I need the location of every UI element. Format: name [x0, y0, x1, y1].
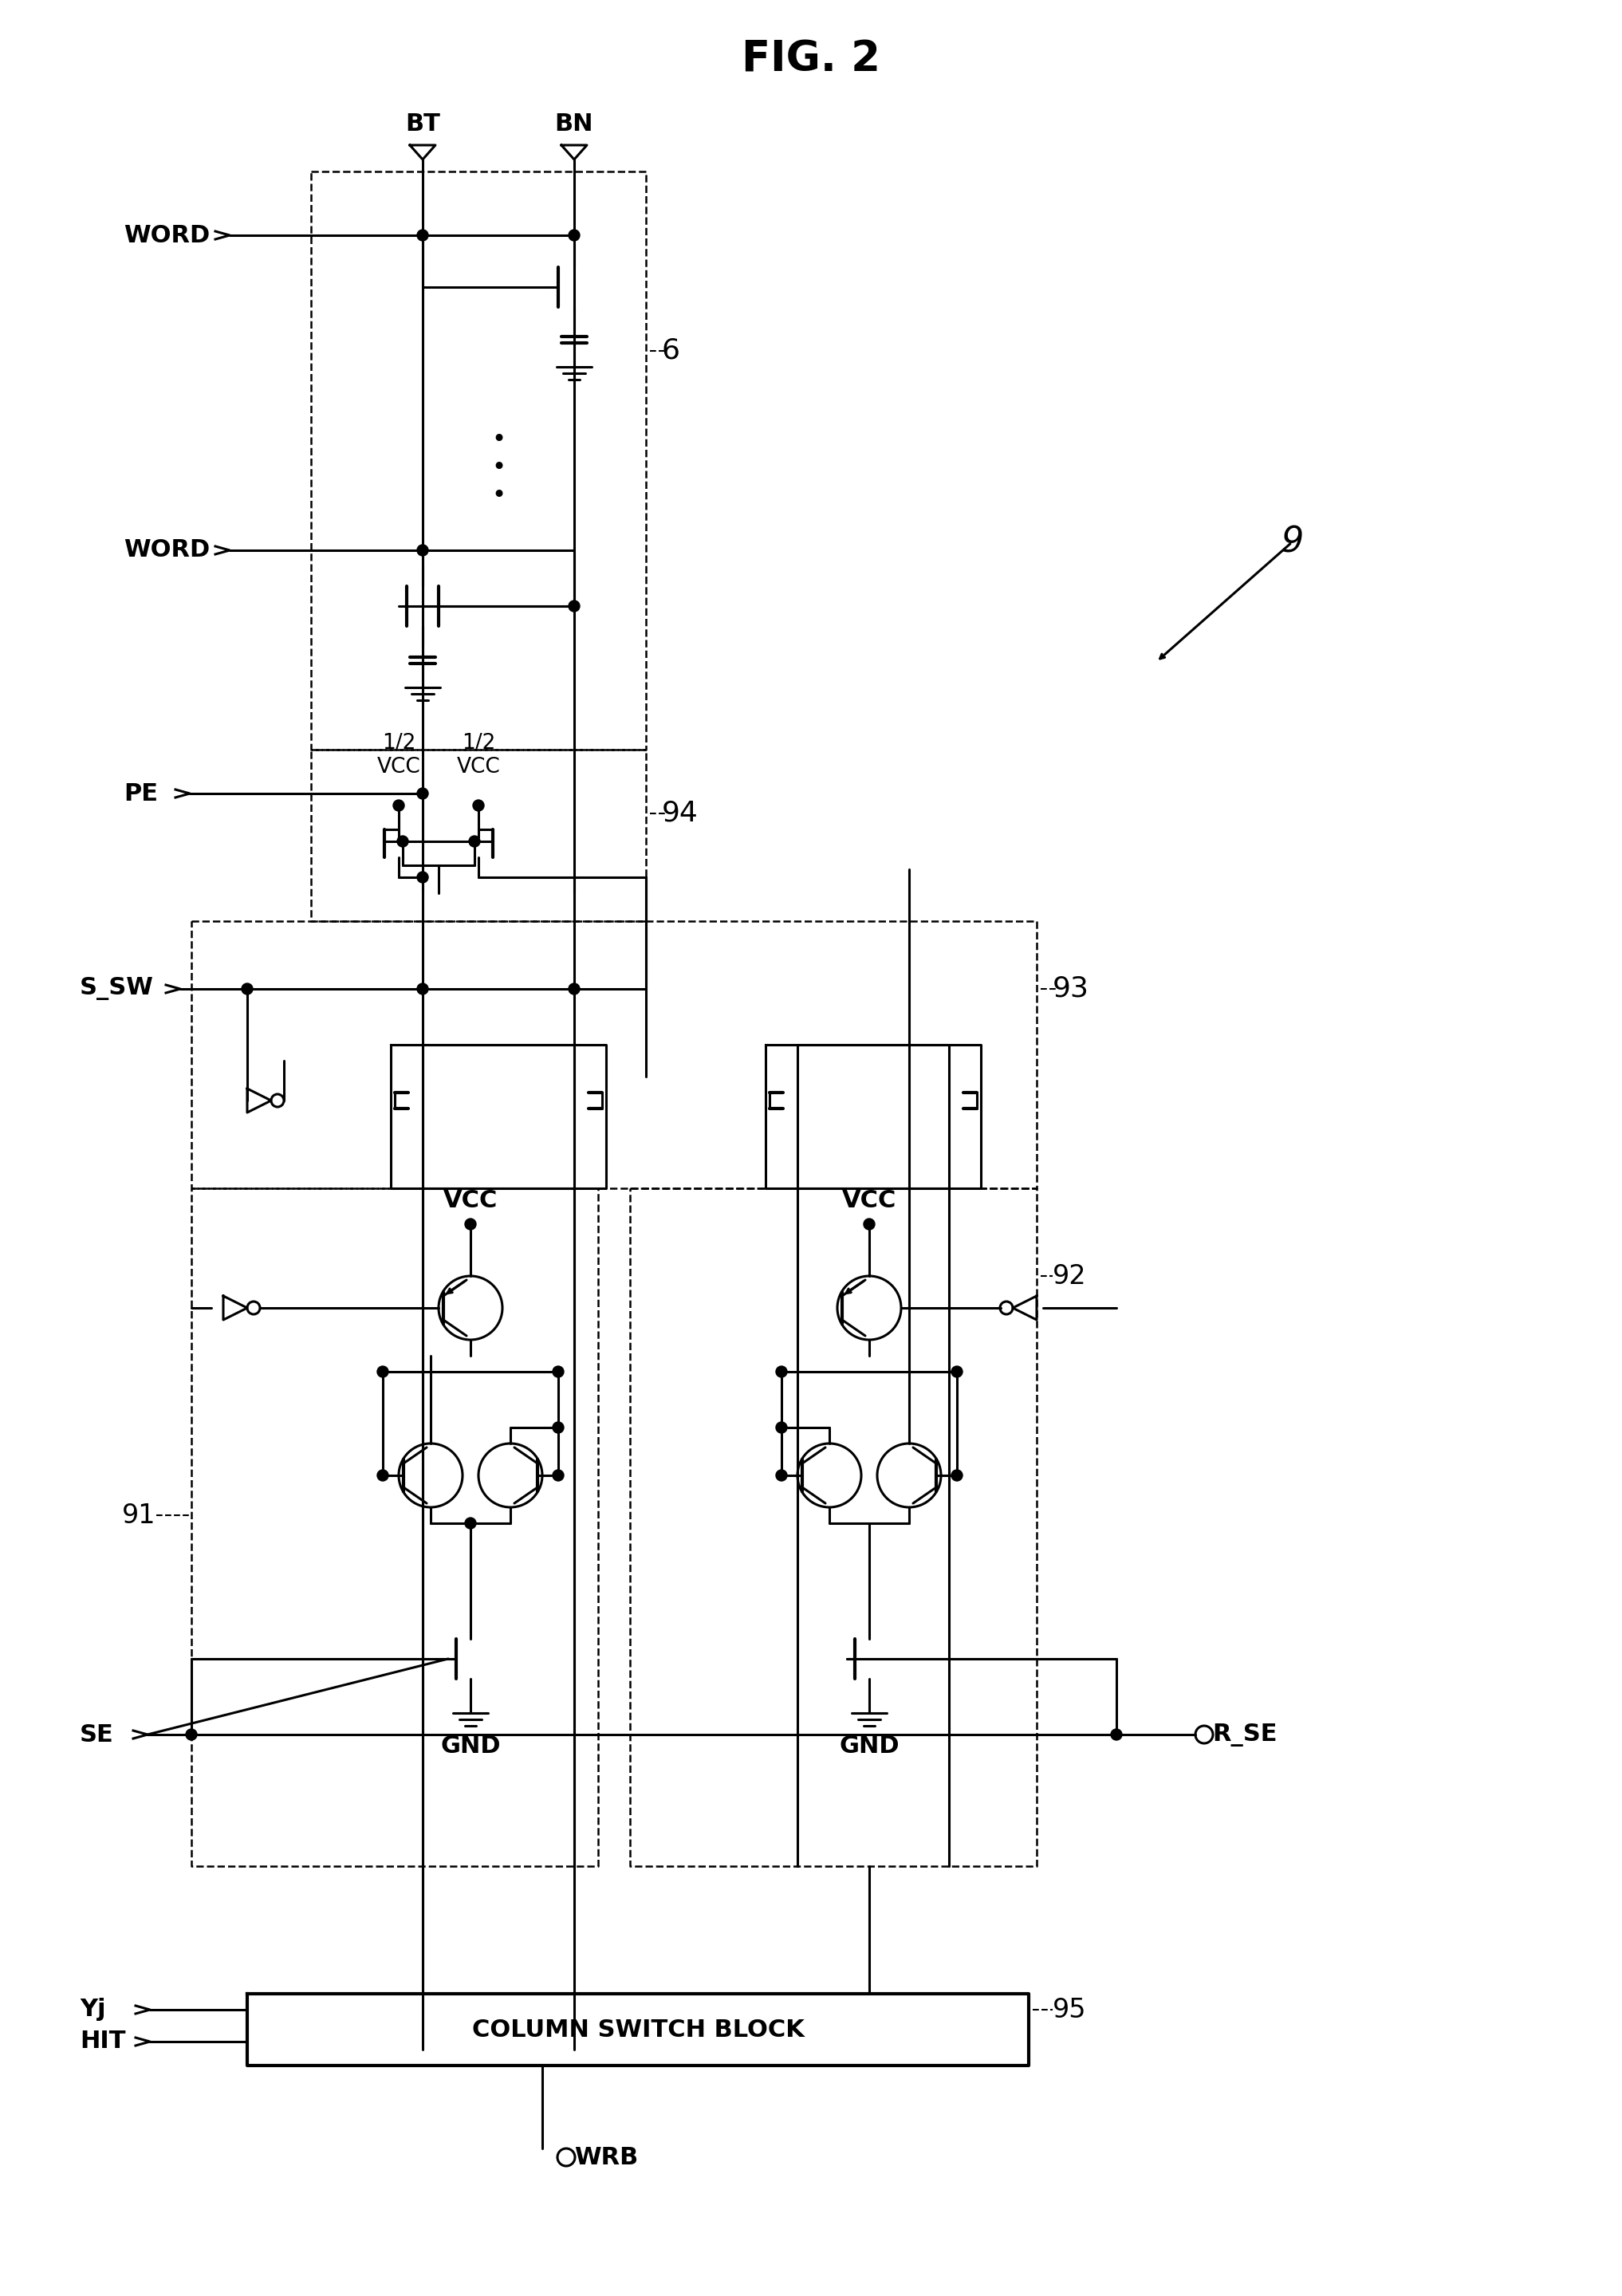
Circle shape [417, 544, 428, 556]
Text: 94: 94 [662, 799, 699, 827]
Text: R_SE: R_SE [1212, 1722, 1277, 1747]
Circle shape [569, 602, 579, 611]
Circle shape [474, 799, 483, 810]
Circle shape [553, 1366, 564, 1378]
Text: GND: GND [839, 1733, 899, 1759]
Circle shape [393, 799, 404, 810]
Text: GND: GND [440, 1733, 501, 1759]
Circle shape [397, 836, 409, 847]
Text: COLUMN SWITCH BLOCK: COLUMN SWITCH BLOCK [472, 2018, 805, 2041]
Text: •: • [491, 429, 506, 452]
Text: 9: 9 [1280, 526, 1302, 560]
Circle shape [952, 1366, 962, 1378]
Text: Yj: Yj [79, 1998, 105, 2020]
Circle shape [863, 1219, 874, 1231]
Text: PE: PE [123, 783, 157, 806]
Circle shape [378, 1366, 388, 1378]
Text: 92: 92 [1053, 1263, 1087, 1288]
Circle shape [952, 1469, 962, 1481]
Circle shape [417, 788, 428, 799]
Circle shape [469, 836, 480, 847]
Circle shape [466, 1219, 477, 1231]
Text: BT: BT [406, 113, 440, 135]
Circle shape [553, 1421, 564, 1433]
Text: HIT: HIT [79, 2030, 125, 2053]
Circle shape [417, 983, 428, 994]
Circle shape [378, 1469, 388, 1481]
Circle shape [569, 983, 579, 994]
Text: WORD: WORD [123, 223, 209, 248]
Text: S_SW: S_SW [79, 978, 154, 1001]
Circle shape [1111, 1729, 1122, 1740]
Circle shape [466, 1518, 477, 1529]
Text: FIG. 2: FIG. 2 [741, 39, 881, 80]
Circle shape [553, 1469, 564, 1481]
Text: 1/2
VCC: 1/2 VCC [457, 732, 500, 778]
Text: •: • [491, 484, 506, 507]
Circle shape [417, 230, 428, 241]
Circle shape [417, 872, 428, 884]
Text: VCC: VCC [842, 1189, 897, 1212]
Text: BN: BN [555, 113, 594, 135]
Text: VCC: VCC [443, 1189, 498, 1212]
Circle shape [187, 1729, 196, 1740]
Text: 1/2
VCC: 1/2 VCC [376, 732, 420, 778]
Circle shape [242, 983, 253, 994]
Circle shape [775, 1421, 787, 1433]
Text: 6: 6 [662, 338, 680, 365]
Text: WRB: WRB [574, 2147, 637, 2170]
Text: 95: 95 [1053, 1998, 1087, 2023]
Text: WORD: WORD [123, 540, 209, 563]
Circle shape [775, 1469, 787, 1481]
Circle shape [775, 1366, 787, 1378]
Circle shape [569, 230, 579, 241]
Text: 91: 91 [122, 1502, 156, 1529]
Text: 93: 93 [1053, 976, 1090, 1003]
Text: •: • [491, 457, 506, 480]
Text: SE: SE [79, 1722, 114, 1747]
